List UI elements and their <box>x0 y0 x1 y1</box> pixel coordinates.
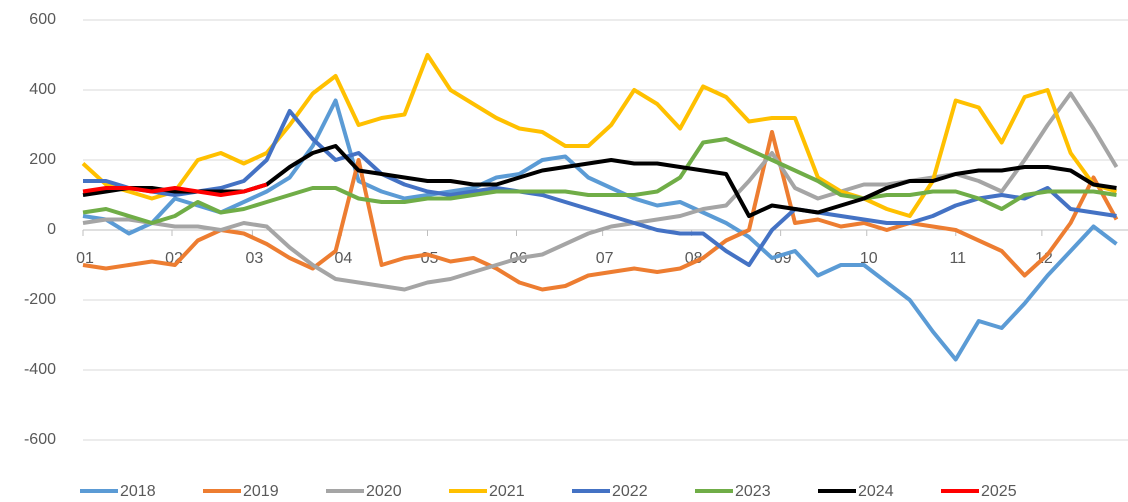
y-tick-label: 600 <box>29 11 56 28</box>
legend-label: 2018 <box>120 483 156 500</box>
legend-label: 2020 <box>366 483 402 500</box>
y-tick-label: -600 <box>24 431 56 448</box>
y-tick-label: 400 <box>29 81 56 98</box>
legend-label: 2025 <box>981 483 1017 500</box>
series-line <box>82 130 1119 292</box>
legend-label: 2021 <box>489 483 525 500</box>
x-tick-label: 11 <box>949 250 966 267</box>
legend-label: 2024 <box>858 483 894 500</box>
x-tick-label: 01 <box>76 250 94 267</box>
legend-label: 2023 <box>735 483 771 500</box>
y-tick-label: 0 <box>47 221 56 238</box>
series-line <box>81 53 1118 218</box>
x-tick-label: 03 <box>245 250 263 267</box>
x-tick-label: 10 <box>860 250 878 267</box>
legend-label: 2022 <box>612 483 648 500</box>
y-tick-label: -400 <box>24 361 56 378</box>
x-tick-label: 07 <box>596 250 614 267</box>
legend-label: 2019 <box>243 483 279 500</box>
series-line <box>82 137 1117 225</box>
y-tick-label: -200 <box>24 291 56 308</box>
series-line <box>83 109 1117 267</box>
x-tick-label: 04 <box>334 250 352 267</box>
series-line <box>82 98 1118 362</box>
y-tick-label: 200 <box>29 151 56 168</box>
series-line <box>82 182 268 197</box>
